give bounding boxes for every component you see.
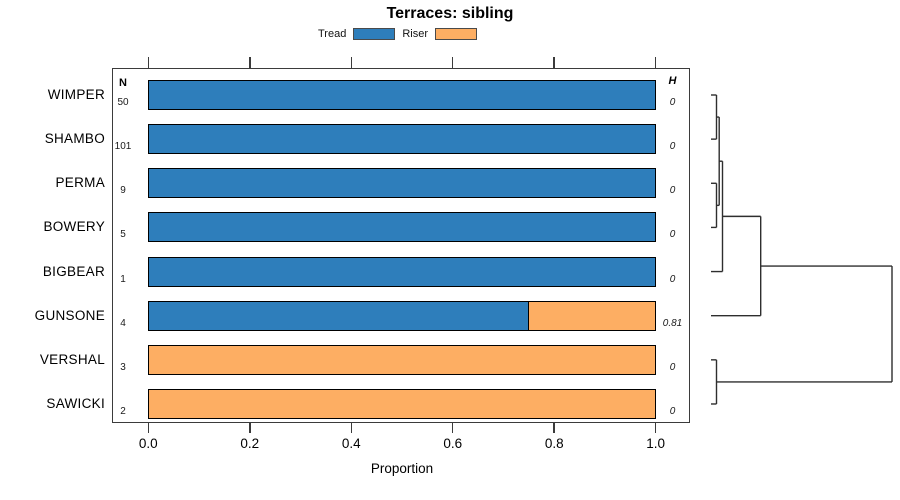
- x-axis-tick-bottom: [147, 423, 150, 433]
- x-axis-title: Proportion: [370, 461, 434, 476]
- x-tick-label: 0.0: [138, 436, 158, 451]
- bar-segment-tread: [149, 257, 655, 286]
- n-value: 2: [120, 405, 126, 417]
- n-value: 5: [120, 229, 126, 241]
- bar-segment-tread: [149, 301, 529, 330]
- x-axis-tick-bottom: [249, 423, 251, 433]
- bar-row: [148, 344, 656, 375]
- h-value: 0: [669, 141, 676, 153]
- chart-title: Terraces: sibling: [386, 5, 514, 22]
- x-axis-tick-bottom: [451, 423, 454, 433]
- h-value: 0: [669, 273, 676, 285]
- bar-row: [148, 124, 656, 155]
- x-tick-label: 0.8: [544, 436, 564, 451]
- legend-label-tread: Tread: [318, 28, 347, 40]
- x-axis-tick-top: [553, 57, 555, 68]
- h-value: 0.81: [662, 317, 683, 329]
- h-value: 0: [669, 97, 676, 108]
- x-axis-tick-top: [654, 57, 657, 68]
- legend: Tread Riser: [112, 27, 690, 41]
- bar-row: [148, 300, 656, 331]
- legend-swatch-riser: [435, 28, 477, 40]
- category-label: SAWICKI: [46, 395, 105, 411]
- x-axis-tick-top: [350, 57, 352, 68]
- n-value: 50: [117, 97, 129, 108]
- x-tick-label: 1.0: [646, 436, 666, 451]
- bar-row: [148, 212, 656, 243]
- bar-row: [148, 388, 656, 419]
- category-label: PERMA: [55, 175, 105, 191]
- legend-swatch-tread: [353, 28, 396, 40]
- bar-segment-riser: [528, 301, 655, 330]
- h-column-header: H: [668, 75, 677, 87]
- bar-segment-tread: [149, 81, 655, 109]
- x-axis-tick-bottom: [350, 423, 352, 433]
- n-value: 101: [114, 141, 132, 153]
- x-axis-tick-top: [249, 57, 251, 68]
- bar-segment-riser: [149, 389, 655, 418]
- n-value: 9: [120, 185, 126, 197]
- legend-label-riser: Riser: [402, 28, 428, 40]
- plot-frame: [112, 68, 690, 423]
- category-label: SHAMBO: [44, 131, 105, 147]
- n-column-header: N: [119, 77, 127, 89]
- n-value: 4: [120, 317, 126, 329]
- bar-row: [148, 80, 656, 110]
- bar-segment-tread: [149, 213, 655, 242]
- bar-segment-tread: [149, 125, 655, 154]
- category-label: BOWERY: [43, 219, 105, 235]
- x-tick-label: 0.6: [443, 436, 463, 451]
- category-label: BIGBEAR: [42, 263, 105, 279]
- x-axis-tick-top: [451, 57, 454, 68]
- h-value: 0: [669, 185, 676, 197]
- x-axis-tick-bottom: [654, 423, 657, 433]
- h-value: 0: [669, 405, 676, 417]
- bar-row: [148, 256, 656, 287]
- x-tick-label: 0.4: [341, 436, 361, 451]
- bar-segment-riser: [149, 345, 655, 374]
- x-tick-label: 0.2: [240, 436, 260, 451]
- h-value: 0: [669, 361, 676, 373]
- category-label: GUNSONE: [34, 307, 105, 323]
- category-label: WIMPER: [47, 87, 105, 102]
- n-value: 3: [120, 361, 126, 373]
- x-axis-tick-bottom: [553, 423, 555, 433]
- bar-segment-tread: [149, 169, 655, 198]
- n-value: 1: [120, 273, 126, 285]
- x-axis-tick-top: [147, 57, 150, 68]
- bar-row: [148, 168, 656, 199]
- h-value: 0: [669, 229, 676, 241]
- category-label: VERSHAL: [39, 351, 105, 367]
